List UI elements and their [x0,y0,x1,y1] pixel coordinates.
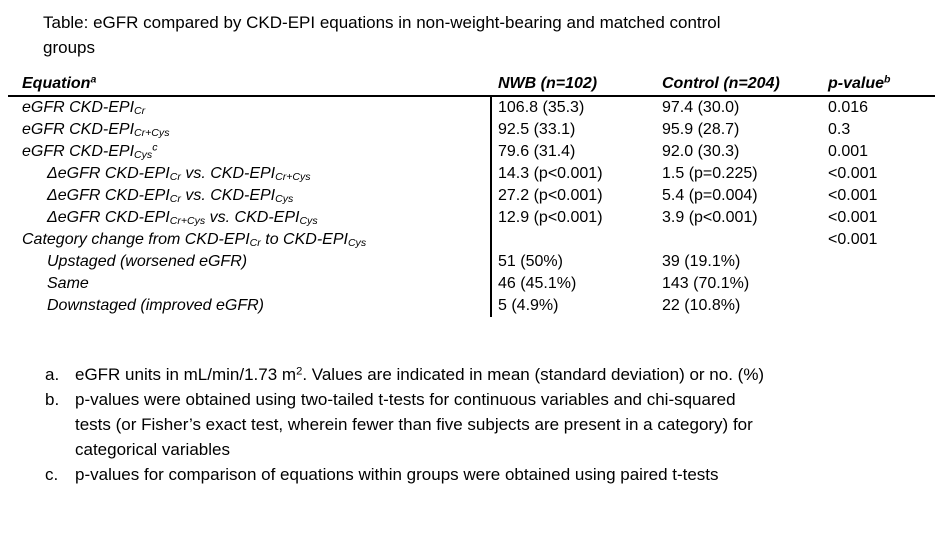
footnote-text: p-values for comparison of equations wit… [75,465,719,484]
footnote-a: a. eGFR units in mL/min/1.73 m2. Values … [45,362,935,387]
table-row: eGFR CKD-EPICr+Cys 92.5 (33.1) 95.9 (28.… [8,119,935,141]
equation-cell: Upstaged (worsened eGFR) [47,253,248,270]
pvalue-cell: <0.001 [828,165,878,182]
pvalue-cell: <0.001 [828,231,878,248]
equation-cell: Category change from CKD-EPICr to CKD-EP… [22,231,367,249]
column-header-pvalue: p-valueb [828,73,891,92]
table-row: ΔeGFR CKD-EPICr+Cys vs. CKD-EPICys 12.9 … [8,207,935,229]
nwb-cell: 92.5 (33.1) [498,121,576,138]
column-header-control: Control (n=204) [662,75,780,92]
pvalue-cell: 0.3 [828,121,851,138]
table-row: Upstaged (worsened eGFR) 51 (50%) 39 (19… [8,251,935,273]
control-cell: 92.0 (30.3) [662,143,740,160]
control-cell [662,229,828,251]
nwb-cell: 46 (45.1%) [498,275,577,292]
table-row: eGFR CKD-EPICysc 79.6 (31.4) 92.0 (30.3)… [8,141,935,163]
table-row: Same 46 (45.1%) 143 (70.1%) [8,273,935,295]
pvalue-cell: 0.001 [828,143,869,160]
equation-cell: ΔeGFR CKD-EPICr vs. CKD-EPICys [47,187,294,205]
control-cell: 1.5 (p=0.225) [662,165,758,182]
nwb-cell: 5 (4.9%) [498,297,559,314]
table-caption: Table: eGFR compared by CKD-EPI equation… [43,13,721,57]
table-row: Downstaged (improved eGFR) 5 (4.9%) 22 (… [8,295,935,317]
nwb-cell: 27.2 (p<0.001) [498,187,603,204]
control-cell: 22 (10.8%) [662,297,741,314]
pvalue-cell: 0.016 [828,99,869,116]
nwb-cell: 12.9 (p<0.001) [498,209,603,226]
column-header-equation: Equationa [22,73,97,92]
equation-cell: Downstaged (improved eGFR) [47,297,264,314]
footnote-c: c. p-values for comparison of equations … [45,462,935,487]
table-row: eGFR CKD-EPICr 106.8 (35.3) 97.4 (30.0) … [8,97,935,119]
pvalue-cell: <0.001 [828,209,878,226]
equation-cell: ΔeGFR CKD-EPICr+Cys vs. CKD-EPICys [47,209,318,227]
footnote-marker: c. [45,465,59,484]
pvalue-cell [828,273,935,295]
footnote-marker: b. [45,390,60,409]
footnote-b: b. p-values were obtained using two-tail… [45,387,935,462]
control-cell: 143 (70.1%) [662,275,750,292]
nwb-cell: 106.8 (35.3) [498,99,585,116]
column-divider-line [490,97,492,317]
nwb-cell: 79.6 (31.4) [498,143,576,160]
nwb-cell: 51 (50%) [498,253,563,270]
equation-cell: Same [47,275,89,292]
control-cell: 39 (19.1%) [662,253,741,270]
table-header-row: Equationa NWB (n=102) Control (n=204) p-… [8,73,935,97]
equation-cell: ΔeGFR CKD-EPICr vs. CKD-EPICr+Cys [47,165,311,183]
footnote-text: p-values were obtained using two-tailed … [75,390,753,459]
egfr-comparison-table: Equationa NWB (n=102) Control (n=204) p-… [8,73,935,317]
nwb-cell: 14.3 (p<0.001) [498,165,603,182]
control-cell: 5.4 (p=0.004) [662,187,758,204]
table-row: Category change from CKD-EPICr to CKD-EP… [8,229,935,251]
equation-cell: eGFR CKD-EPICysc [22,141,158,161]
control-cell: 97.4 (30.0) [662,99,740,116]
table-row: ΔeGFR CKD-EPICr vs. CKD-EPICys 27.2 (p<0… [8,185,935,207]
equation-cell: eGFR CKD-EPICr [22,99,146,117]
pvalue-cell [828,295,935,317]
column-header-nwb: NWB (n=102) [498,75,598,92]
table-row: ΔeGFR CKD-EPICr vs. CKD-EPICr+Cys 14.3 (… [8,163,935,185]
nwb-cell [490,229,662,251]
footnote-marker: a. [45,365,60,384]
control-cell: 95.9 (28.7) [662,121,740,138]
footnote-text: eGFR units in mL/min/1.73 m2. Values are… [75,365,765,384]
footnotes: a. eGFR units in mL/min/1.73 m2. Values … [0,362,935,487]
equation-cell: eGFR CKD-EPICr+Cys [22,121,170,139]
pvalue-cell: <0.001 [828,187,878,204]
table-body: eGFR CKD-EPICr 106.8 (35.3) 97.4 (30.0) … [8,97,935,317]
control-cell: 3.9 (p<0.001) [662,209,758,226]
pvalue-cell [828,251,935,273]
